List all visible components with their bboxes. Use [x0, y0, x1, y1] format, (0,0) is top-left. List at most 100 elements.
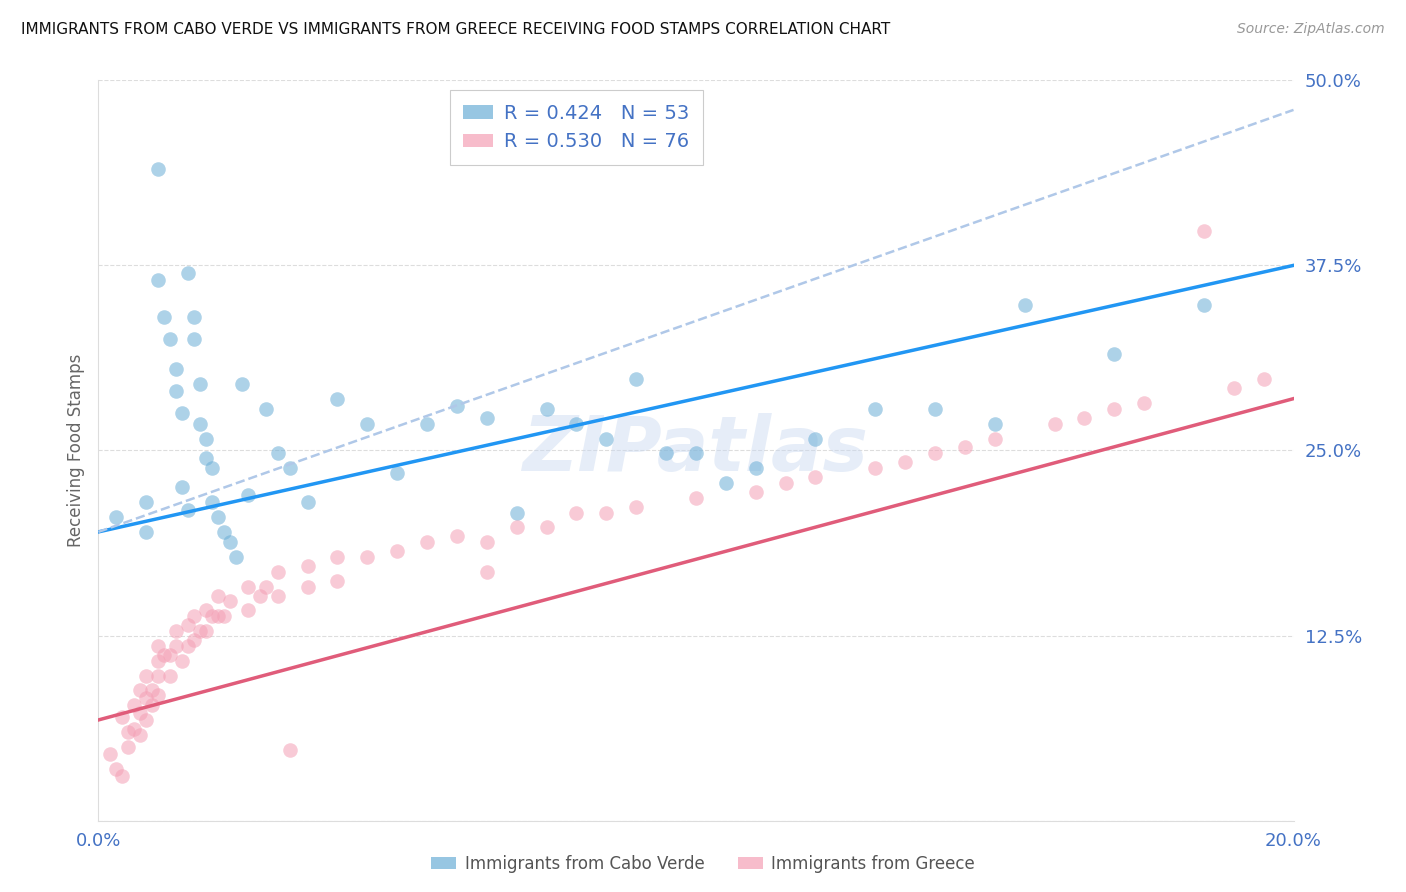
- Point: [685, 446, 707, 460]
- Point: [117, 724, 139, 739]
- Point: [165, 624, 187, 639]
- Point: [475, 565, 498, 579]
- Point: [236, 603, 259, 617]
- Point: [356, 417, 378, 431]
- Point: [141, 698, 163, 713]
- Point: [153, 310, 176, 325]
- Point: [195, 432, 218, 446]
- Text: Source: ZipAtlas.com: Source: ZipAtlas.com: [1237, 22, 1385, 37]
- Point: [297, 558, 319, 573]
- Point: [172, 654, 194, 668]
- Point: [148, 668, 170, 682]
- Point: [1223, 381, 1246, 395]
- Point: [1253, 372, 1275, 386]
- Point: [201, 609, 224, 624]
- Point: [385, 466, 409, 480]
- Point: [1043, 417, 1066, 431]
- Point: [135, 690, 157, 705]
- Point: [595, 506, 617, 520]
- Point: [111, 769, 134, 783]
- Legend: R = 0.424   N = 53, R = 0.530   N = 76: R = 0.424 N = 53, R = 0.530 N = 76: [450, 90, 703, 165]
- Point: [135, 668, 157, 682]
- Point: [117, 739, 139, 754]
- Point: [212, 609, 235, 624]
- Point: [159, 332, 181, 346]
- Point: [195, 624, 218, 639]
- Point: [1104, 402, 1126, 417]
- Point: [685, 491, 707, 505]
- Point: [105, 510, 128, 524]
- Point: [236, 580, 259, 594]
- Point: [416, 417, 439, 431]
- Point: [183, 632, 205, 647]
- Point: [984, 417, 1007, 431]
- Point: [1192, 298, 1215, 312]
- Point: [506, 506, 529, 520]
- Point: [1073, 410, 1095, 425]
- Point: [129, 683, 152, 698]
- Point: [172, 407, 194, 421]
- Point: [278, 742, 301, 756]
- Point: [1133, 396, 1156, 410]
- Point: [183, 609, 205, 624]
- Point: [188, 624, 211, 639]
- Point: [183, 332, 205, 346]
- Point: [148, 639, 170, 653]
- Point: [865, 402, 887, 417]
- Point: [1104, 347, 1126, 361]
- Point: [207, 609, 229, 624]
- Point: [177, 639, 200, 653]
- Point: [278, 461, 301, 475]
- Point: [267, 565, 290, 579]
- Point: [326, 574, 349, 588]
- Point: [536, 520, 558, 534]
- Point: [188, 417, 211, 431]
- Point: [177, 266, 200, 280]
- Point: [129, 728, 152, 742]
- Point: [188, 376, 211, 391]
- Point: [475, 410, 498, 425]
- Point: [506, 520, 529, 534]
- Point: [865, 461, 887, 475]
- Point: [111, 710, 134, 724]
- Point: [225, 550, 247, 565]
- Point: [626, 372, 648, 386]
- Point: [385, 544, 409, 558]
- Point: [984, 432, 1007, 446]
- Point: [177, 502, 200, 516]
- Point: [326, 392, 349, 406]
- Point: [141, 683, 163, 698]
- Point: [135, 495, 157, 509]
- Point: [212, 524, 235, 539]
- Point: [804, 470, 827, 484]
- Point: [894, 455, 917, 469]
- Point: [207, 589, 229, 603]
- Point: [775, 476, 797, 491]
- Point: [745, 461, 768, 475]
- Point: [219, 594, 242, 608]
- Text: IMMIGRANTS FROM CABO VERDE VS IMMIGRANTS FROM GREECE RECEIVING FOOD STAMPS CORRE: IMMIGRANTS FROM CABO VERDE VS IMMIGRANTS…: [21, 22, 890, 37]
- Point: [159, 648, 181, 662]
- Point: [165, 362, 187, 376]
- Point: [201, 461, 224, 475]
- Point: [105, 762, 128, 776]
- Point: [745, 484, 768, 499]
- Point: [626, 500, 648, 514]
- Point: [326, 550, 349, 565]
- Point: [124, 698, 146, 713]
- Point: [267, 446, 290, 460]
- Point: [207, 510, 229, 524]
- Point: [446, 529, 468, 543]
- Point: [297, 580, 319, 594]
- Point: [165, 384, 187, 399]
- Point: [148, 162, 170, 177]
- Y-axis label: Receiving Food Stamps: Receiving Food Stamps: [66, 354, 84, 547]
- Point: [172, 480, 194, 494]
- Point: [195, 450, 218, 465]
- Text: ZIPatlas: ZIPatlas: [523, 414, 869, 487]
- Point: [565, 506, 588, 520]
- Point: [148, 688, 170, 702]
- Point: [98, 747, 122, 761]
- Point: [356, 550, 378, 565]
- Point: [129, 706, 152, 720]
